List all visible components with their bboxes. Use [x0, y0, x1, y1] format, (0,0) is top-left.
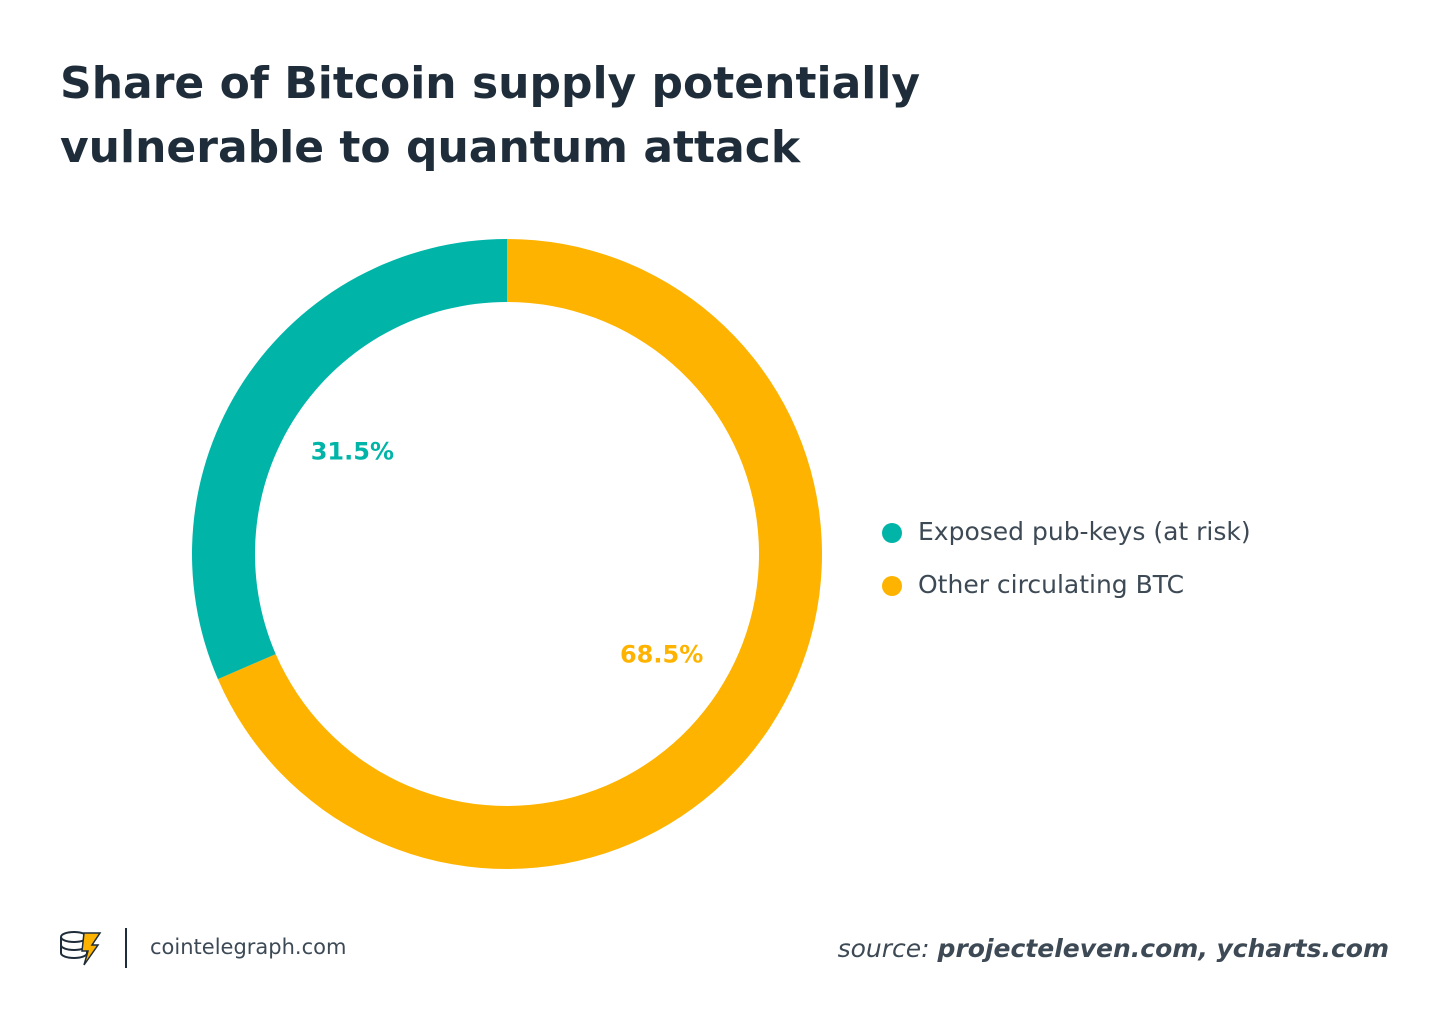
source-text: projecteleven.com, ycharts.com: [937, 934, 1389, 963]
legend-label: Exposed pub-keys (at risk): [918, 517, 1251, 546]
legend-marker: [882, 523, 902, 543]
chart-title: Share of Bitcoin supply potentially vuln…: [60, 58, 921, 173]
source: source: projecteleven.com, ycharts.com: [838, 934, 1389, 963]
source-label: source:: [838, 934, 930, 963]
legend-label: Other circulating BTC: [918, 570, 1184, 599]
donut-segment: [191, 239, 508, 680]
value-label: 68.5%: [620, 641, 703, 669]
logo: [60, 928, 127, 968]
legend-marker: [882, 576, 902, 596]
value-label: 31.5%: [311, 437, 394, 465]
brand: cointelegraph.com: [150, 935, 346, 959]
